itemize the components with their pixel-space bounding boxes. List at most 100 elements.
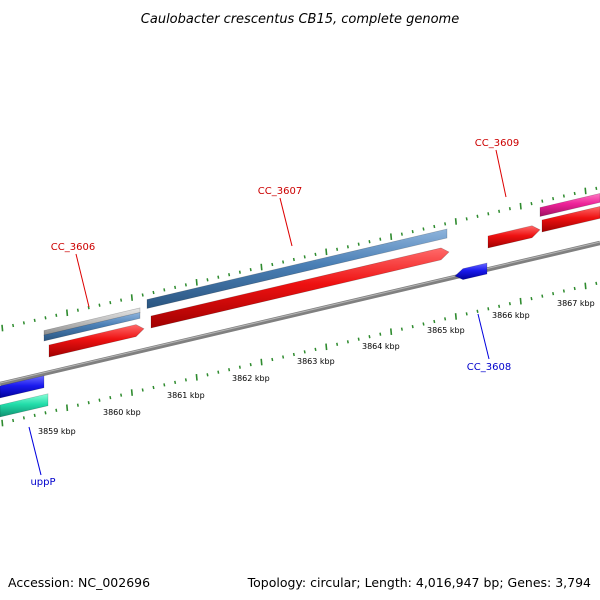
scale-ticks [1, 186, 598, 427]
scale-tick-bottom [55, 408, 58, 412]
scale-tick-bottom [552, 291, 555, 296]
gene-cc3607-arrow[interactable] [150, 247, 450, 329]
scale-tick-bottom [109, 395, 112, 400]
scale-tick-top [120, 298, 123, 302]
scale-tick-top [292, 257, 295, 262]
scale-tick-bottom [271, 357, 274, 362]
scale-tick-top [66, 309, 69, 317]
gene-cc3609-arrow[interactable] [487, 225, 541, 249]
scale-tick-bottom [584, 282, 587, 290]
scale-tick-top [454, 218, 457, 225]
scale-tick-top [390, 233, 393, 240]
scale-tick-bottom [400, 327, 403, 331]
scale-tick-top [573, 191, 576, 196]
scale-label-3865: 3865 kbp [427, 326, 465, 335]
accession-text: Accession: NC_002696 [8, 575, 150, 590]
gene-label-uppp[interactable]: uppP [30, 477, 55, 488]
scale-tick-bottom [249, 362, 252, 367]
scale-tick-top [184, 283, 187, 287]
scale-tick-bottom [444, 317, 447, 321]
scale-tick-top [282, 260, 285, 264]
leader-cc3606 [75, 253, 90, 308]
scale-tick-bottom [325, 343, 328, 351]
leader-uppp [28, 426, 42, 476]
scale-tick-bottom [454, 313, 457, 320]
scale-tick-bottom [530, 296, 533, 301]
gene-label-cc3609[interactable]: CC_3609 [475, 138, 519, 149]
scale-tick-top [174, 285, 177, 290]
gene-label-cc3606[interactable]: CC_3606 [51, 242, 95, 253]
gene-cc3607-steel-feature[interactable] [146, 228, 448, 309]
scale-tick-top [55, 313, 58, 317]
scale-tick-bottom [411, 324, 414, 329]
scale-tick-bottom [422, 322, 425, 326]
scale-tick-top [336, 247, 339, 251]
scale-label-3863: 3863 kbp [297, 357, 335, 366]
scale-tick-top [217, 275, 220, 279]
scale-tick-bottom [357, 337, 360, 341]
gene-blue-partial-left[interactable] [0, 375, 45, 399]
scale-label-3862: 3862 kbp [232, 374, 270, 383]
scale-tick-top [368, 240, 371, 244]
scale-tick-bottom [487, 307, 490, 311]
leader-cc3609 [495, 149, 507, 198]
scale-tick-top [303, 255, 306, 259]
scale-tick-bottom [368, 335, 371, 339]
scale-tick-bottom [174, 380, 177, 385]
scale-tick-bottom [228, 368, 231, 372]
scale-tick-top [444, 222, 447, 226]
scale-label-3860: 3860 kbp [103, 408, 141, 417]
gene-label-cc3607[interactable]: CC_3607 [258, 186, 302, 197]
scale-tick-top [152, 290, 155, 295]
scale-tick-bottom [184, 378, 187, 382]
scale-tick-top [206, 278, 209, 282]
scale-tick-top [109, 300, 112, 305]
gene-cc3606-steel-feature[interactable] [43, 312, 141, 342]
scale-tick-top [130, 294, 133, 301]
scale-tick-bottom [66, 404, 69, 412]
scale-tick-top [325, 248, 328, 256]
scale-tick-bottom [541, 294, 544, 298]
gene-cc3606-arrow[interactable] [48, 324, 145, 358]
scale-tick-top [422, 227, 425, 231]
scale-label-3867: 3867 kbp [557, 299, 595, 308]
scale-tick-top [271, 262, 274, 267]
scale-tick-top [228, 273, 231, 277]
scale-tick-bottom [346, 340, 349, 344]
gene-cc3610-arrow[interactable] [541, 206, 600, 233]
scale-label-3864: 3864 kbp [362, 342, 400, 351]
scale-label-3866: 3866 kbp [492, 311, 530, 320]
scale-tick-top [400, 232, 403, 236]
gene-features [0, 193, 600, 418]
gene-cc3608-arrow[interactable] [454, 262, 488, 280]
scale-label-3861: 3861 kbp [167, 391, 205, 400]
scale-tick-bottom [595, 281, 598, 286]
scale-tick-top [476, 214, 479, 218]
scale-tick-bottom [98, 398, 101, 402]
scale-tick-bottom [508, 302, 511, 306]
scale-tick-top [562, 194, 565, 198]
scale-tick-bottom [314, 347, 317, 352]
scale-tick-bottom [141, 388, 144, 392]
scale-tick-bottom [22, 416, 25, 420]
scale-tick-bottom [498, 304, 501, 308]
scale-tick-top [141, 293, 144, 297]
gene-uppp-arrow[interactable] [0, 393, 49, 418]
scale-tick-bottom [476, 309, 479, 313]
scale-tick-bottom [87, 401, 90, 405]
scale-tick-bottom [282, 355, 285, 359]
scale-tick-bottom [433, 319, 436, 324]
gene-cc3610-magenta-feature[interactable] [539, 193, 600, 217]
scale-tick-top [433, 224, 436, 229]
scale-tick-bottom [1, 419, 4, 427]
scale-tick-bottom [465, 312, 468, 316]
scale-tick-top [238, 270, 241, 274]
scale-tick-top [498, 209, 501, 213]
scale-tick-bottom [33, 413, 36, 418]
gene-label-cc3608[interactable]: CC_3608 [467, 362, 511, 373]
scale-tick-top [260, 263, 263, 271]
scale-tick-top [379, 237, 382, 241]
scale-tick-top [346, 245, 349, 249]
scale-tick-top [76, 308, 79, 312]
